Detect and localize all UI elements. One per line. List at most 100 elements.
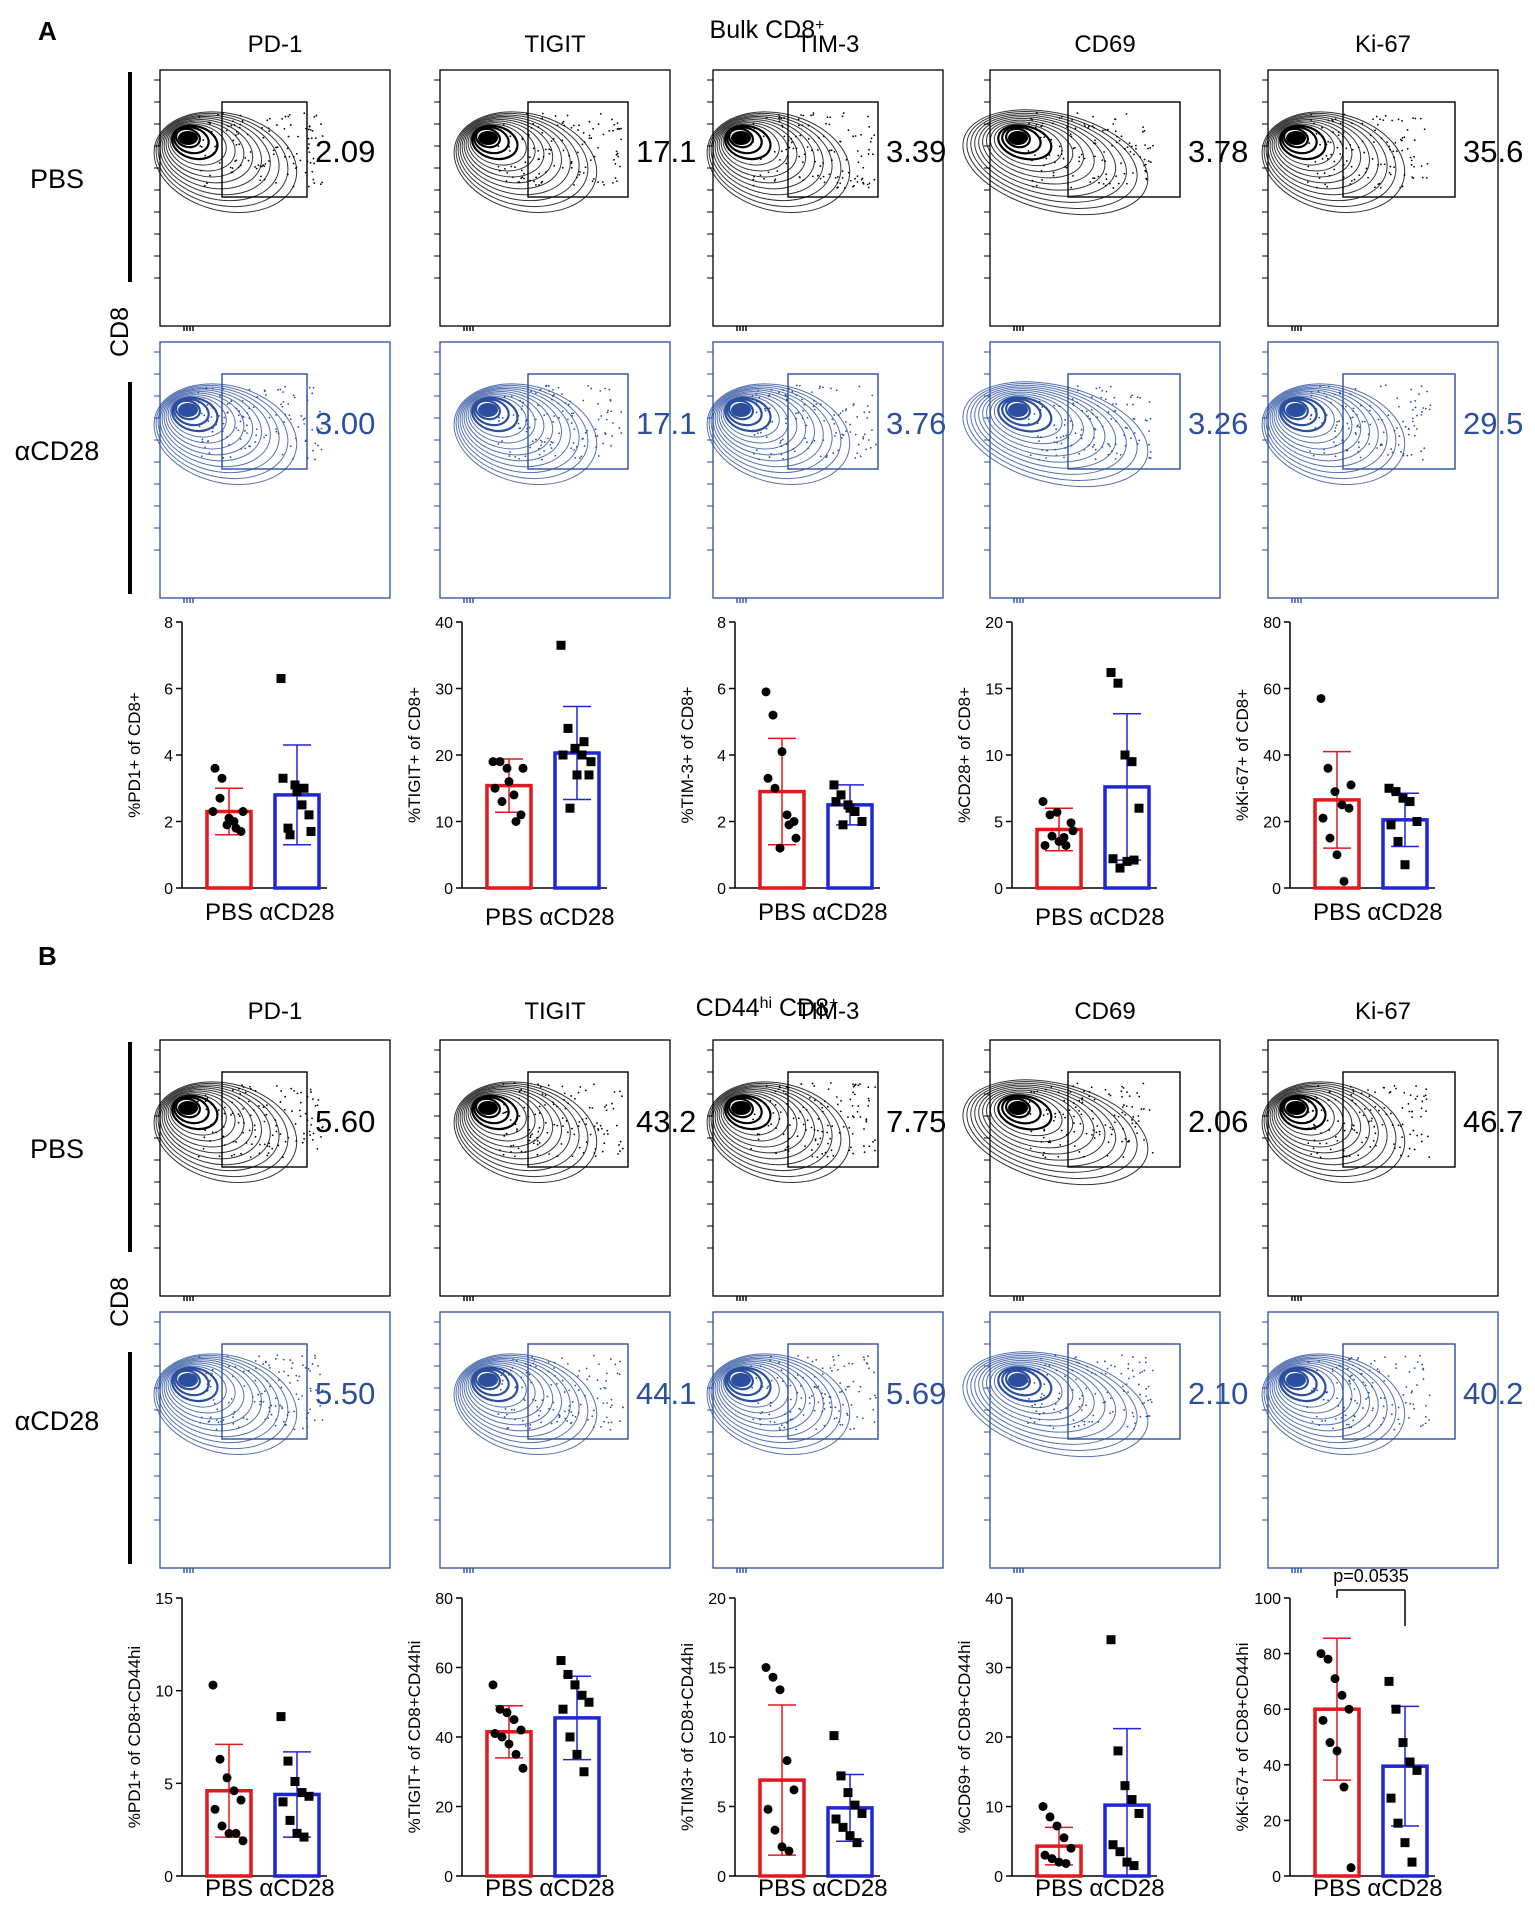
contour-ring <box>714 1087 815 1160</box>
event-dot <box>767 1385 770 1388</box>
event-dot <box>1309 450 1311 453</box>
event-dot <box>865 1119 868 1121</box>
event-dot <box>505 180 508 182</box>
event-dot <box>1104 160 1107 163</box>
event-dot <box>847 171 850 174</box>
event-dot <box>280 1386 283 1389</box>
event-dot <box>206 1389 209 1392</box>
event-dot <box>1096 416 1099 419</box>
event-dot <box>1137 1115 1140 1117</box>
event-dot <box>1136 1132 1139 1135</box>
event-dot <box>307 128 310 131</box>
event-dot <box>773 180 776 182</box>
event-dot <box>262 1363 265 1366</box>
event-dot <box>564 401 567 404</box>
event-dot <box>208 1420 211 1423</box>
event-dot <box>584 166 587 169</box>
event-dot <box>620 127 622 130</box>
marker-label: CD69 <box>1074 998 1135 1025</box>
event-dot <box>873 1421 876 1423</box>
event-dot <box>230 400 233 402</box>
event-dot <box>854 135 857 137</box>
gate-box <box>787 1343 879 1440</box>
event-dot <box>553 1123 556 1126</box>
event-dot <box>1090 408 1093 411</box>
event-dot <box>320 448 323 451</box>
x-tick-label: αCD28 <box>812 899 887 926</box>
event-dot <box>1031 1404 1034 1407</box>
event-dot <box>594 1155 597 1158</box>
event-dot <box>1081 1404 1084 1407</box>
event-dot <box>1358 446 1360 449</box>
event-dot <box>537 1083 540 1086</box>
contour-ring <box>1263 384 1397 480</box>
event-dot <box>293 396 296 399</box>
event-dot <box>1335 1417 1337 1420</box>
contour-ring <box>161 389 262 462</box>
event-dot <box>277 1379 280 1382</box>
data-point <box>495 757 505 767</box>
event-dot <box>827 1088 830 1091</box>
event-dot <box>215 423 218 426</box>
event-dot <box>561 166 564 169</box>
event-dot <box>528 1139 531 1142</box>
event-dot <box>1362 1114 1365 1117</box>
event-dot <box>1340 1417 1343 1419</box>
event-dot <box>235 1141 237 1143</box>
event-dot <box>514 1418 516 1421</box>
event-dot <box>1307 1100 1310 1103</box>
event-dot <box>530 390 532 393</box>
event-dot <box>295 1140 298 1142</box>
event-dot <box>1332 120 1334 123</box>
contour-ring <box>989 1091 1074 1143</box>
event-dot <box>538 158 541 160</box>
event-dot <box>1349 417 1352 419</box>
event-dot <box>276 1354 279 1357</box>
event-dot <box>1371 1409 1374 1412</box>
event-dot <box>1316 1389 1319 1392</box>
event-dot <box>532 1398 534 1401</box>
event-dot <box>1137 1383 1140 1386</box>
event-dot <box>551 441 554 444</box>
event-dot <box>302 1427 304 1430</box>
event-dot <box>785 162 788 165</box>
event-dot <box>846 1414 849 1417</box>
contour-ring <box>710 386 833 474</box>
event-dot <box>227 125 230 128</box>
event-dot <box>248 417 251 420</box>
event-dot <box>1373 1125 1376 1128</box>
event-dot <box>833 422 836 425</box>
event-dot <box>838 1131 841 1134</box>
event-dot <box>1041 406 1044 408</box>
event-dot <box>1346 1423 1348 1426</box>
event-dot <box>1058 1111 1061 1114</box>
event-dot <box>260 1392 263 1395</box>
event-dot <box>1125 112 1128 115</box>
event-dot <box>597 181 599 183</box>
event-dot <box>1098 181 1100 184</box>
contour-ring <box>997 124 1053 161</box>
y-tick-label: 0 <box>717 881 726 898</box>
event-dot <box>868 1099 870 1102</box>
event-dot <box>222 456 225 459</box>
event-dot <box>583 445 586 448</box>
event-dot <box>1326 157 1329 160</box>
event-dot <box>821 1367 824 1370</box>
event-dot <box>1073 1130 1076 1133</box>
event-dot <box>292 185 295 188</box>
y-axis-label: %TIM-3+ of CD8+ <box>678 686 697 823</box>
event-dot <box>538 1414 540 1417</box>
y-axis-label: CD8 <box>106 307 134 357</box>
y-axis-label: %TIGIT+ of CD8+ <box>405 687 424 823</box>
gate-box <box>1067 1343 1181 1440</box>
event-dot <box>1144 1361 1147 1364</box>
event-dot <box>286 1414 289 1417</box>
event-dot <box>561 393 563 395</box>
contour-ring <box>163 391 254 456</box>
event-dot <box>1077 385 1079 388</box>
event-dot <box>1401 1123 1404 1126</box>
event-dot <box>1401 1107 1404 1109</box>
event-dot <box>1115 141 1118 144</box>
